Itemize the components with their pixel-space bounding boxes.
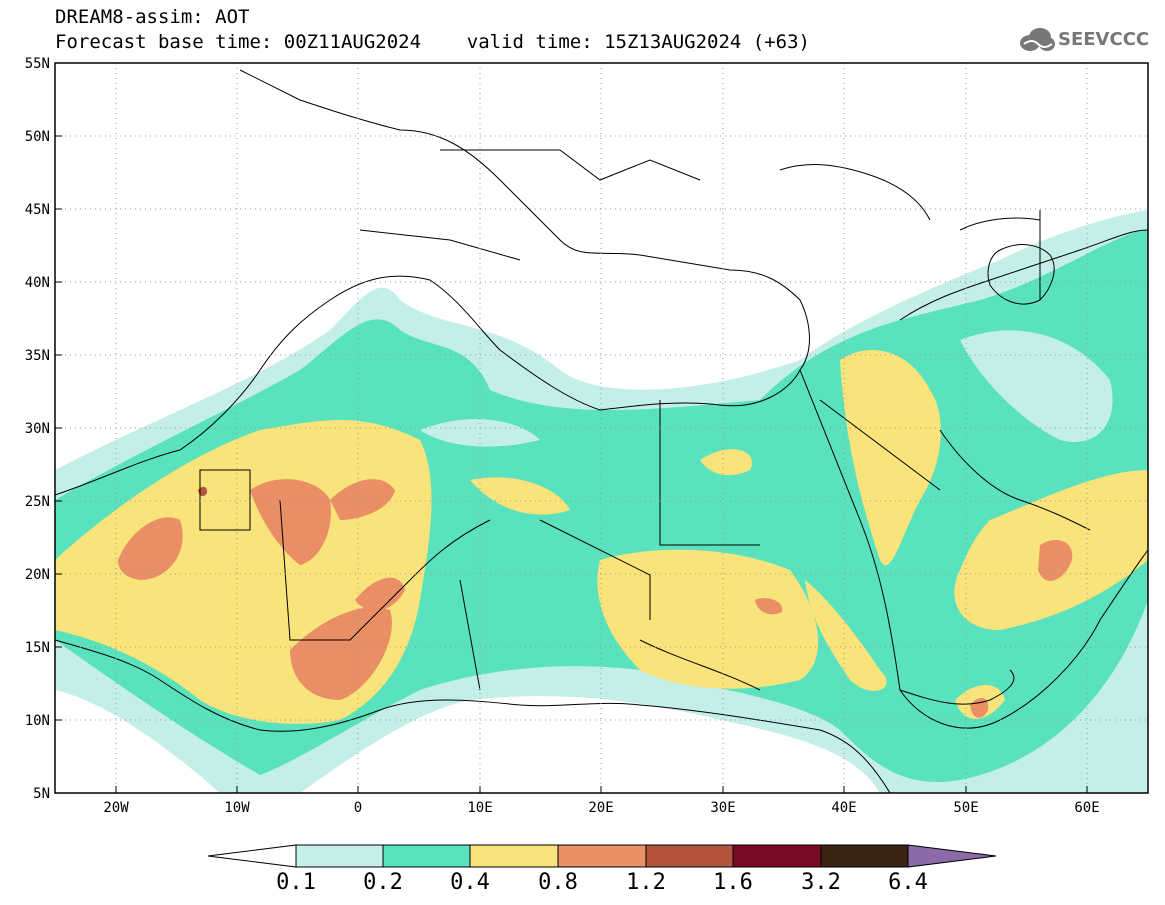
colorbar-segment — [557, 844, 647, 868]
colorbar — [207, 844, 997, 868]
lat-label: 25N — [25, 494, 50, 510]
lat-label: 55N — [25, 56, 50, 72]
lat-label: 20N — [25, 567, 50, 583]
colorbar-high-arrow — [907, 844, 997, 868]
colorbar-label: 1.6 — [713, 870, 753, 895]
gridlines — [55, 63, 1148, 793]
lon-label: 30E — [710, 800, 735, 816]
colorbar-segment — [645, 844, 734, 868]
lat-label: 30N — [25, 421, 50, 437]
coastlines — [55, 69, 1148, 793]
colorbar-label: 0.1 — [276, 870, 316, 895]
forecast-times: Forecast base time: 00Z11AUG2024 valid t… — [55, 31, 810, 53]
logo-text: SEEVCCC — [1058, 29, 1150, 50]
lon-label: 20W — [103, 800, 129, 816]
lat-labels: 55N 50N 45N 40N 35N 30N 25N 20N 15N 10N … — [25, 56, 50, 802]
aot-band-0-8 — [118, 517, 183, 580]
lat-label: 40N — [25, 275, 50, 291]
chart-title: DREAM8-assim: AOT — [55, 6, 250, 28]
colorbar-label: 0.2 — [363, 870, 403, 895]
colorbar-label: 6.4 — [888, 870, 928, 895]
lon-label: 60E — [1074, 800, 1099, 816]
colorbar-segment — [820, 844, 909, 868]
colorbar-segment — [295, 844, 384, 868]
lon-label: 20E — [588, 800, 613, 816]
colorbar-label: 0.4 — [450, 870, 490, 895]
lat-label: 50N — [25, 129, 50, 145]
colorbar-label: 0.8 — [538, 870, 578, 895]
lat-label: 45N — [25, 202, 50, 218]
lon-labels: 20W 10W 0 10E 20E 30E 40E 50E 60E — [103, 800, 1099, 816]
lat-label: 5N — [33, 786, 50, 802]
cloud-icon — [1020, 28, 1055, 51]
colorbar-segment — [732, 844, 822, 868]
colorbar-segment — [382, 844, 471, 868]
colorbar-low-arrow — [207, 844, 297, 868]
lon-label: 10W — [224, 800, 250, 816]
tick-marks — [55, 62, 1088, 793]
lat-label: 15N — [25, 640, 50, 656]
lon-label: 10E — [467, 800, 492, 816]
lon-label: 50E — [953, 800, 978, 816]
colorbar-label: 3.2 — [801, 870, 841, 895]
lat-label: 10N — [25, 713, 50, 729]
lat-label: 35N — [25, 348, 50, 364]
aot-field — [55, 210, 1148, 793]
lon-label: 40E — [831, 800, 856, 816]
colorbar-label: 1.2 — [626, 870, 666, 895]
colorbar-segment — [469, 844, 559, 868]
seevccc-logo: SEEVCCC — [1018, 26, 1158, 56]
lon-label: 0 — [354, 800, 362, 816]
